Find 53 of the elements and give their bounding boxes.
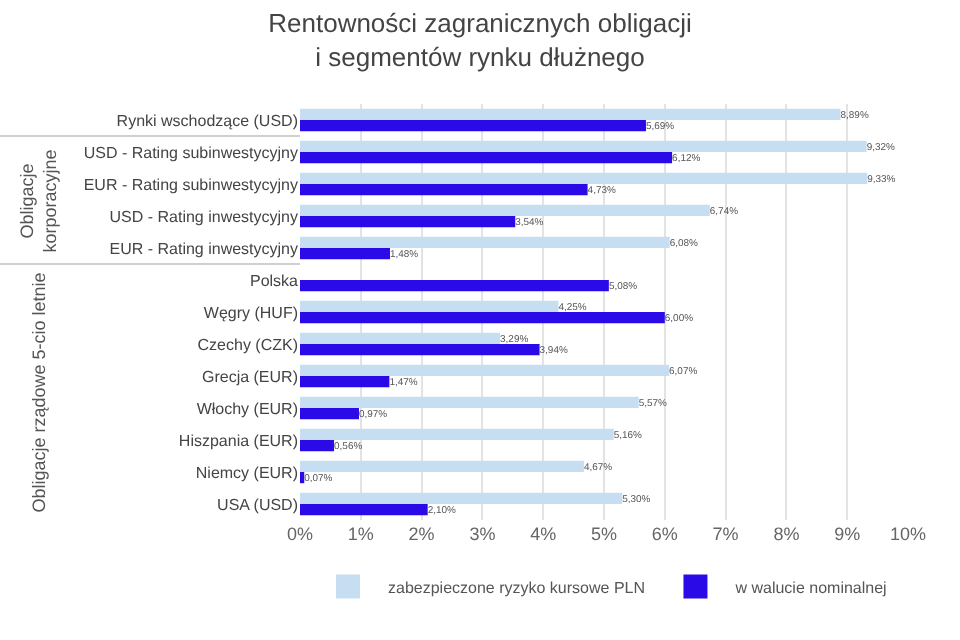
bar xyxy=(300,344,540,356)
legend-label: w walucie nominalnej xyxy=(733,578,888,597)
y-tick-label: EUR - Rating inwestycyjny xyxy=(109,239,298,258)
bar xyxy=(300,152,673,164)
bar xyxy=(300,236,670,248)
bar xyxy=(300,140,867,152)
bar xyxy=(300,332,501,344)
bar xyxy=(300,120,646,132)
x-tick-label: 5% xyxy=(590,524,618,544)
bar xyxy=(300,184,588,196)
bar xyxy=(300,172,868,184)
bar xyxy=(300,364,670,376)
bar xyxy=(300,312,665,324)
x-tick-label: 6% xyxy=(651,524,678,544)
x-tick-label: 10% xyxy=(889,524,927,544)
y-tick-label: USD - Rating inwestycyjny xyxy=(109,207,298,226)
text: Obligacje korporacyjne xyxy=(16,149,60,253)
bar xyxy=(300,492,623,504)
y-tick-label: Węgry (HUF) xyxy=(203,303,299,322)
bar xyxy=(300,216,516,228)
bar xyxy=(300,440,335,452)
x-tick-label: 0% xyxy=(286,524,314,544)
x-tick-label: 1% xyxy=(347,524,374,544)
bar xyxy=(300,396,639,408)
y-tick-label: EUR - Rating subinwestycyjny xyxy=(83,175,298,194)
x-tick-label: 2% xyxy=(408,524,435,544)
bar xyxy=(300,376,390,388)
x-tick-label: 9% xyxy=(834,524,861,544)
bar xyxy=(300,280,609,292)
y-tick-label: Rynki wschodzące (USD) xyxy=(116,111,299,130)
x-tick-label: 8% xyxy=(773,524,800,544)
legend-label: zabezpieczone ryzyko kursowe PLN xyxy=(388,578,646,597)
x-tick-label: 3% xyxy=(469,524,496,544)
y-tick-label: Polska xyxy=(249,271,300,290)
x-tick-label: 4% xyxy=(530,524,557,544)
bar xyxy=(300,204,710,216)
bar xyxy=(300,408,359,420)
y-tick-label: Hiszpania (EUR) xyxy=(178,431,299,450)
y-tick-label: Czechy (CZK) xyxy=(197,335,299,354)
y-tick-label: Włochy (EUR) xyxy=(196,399,299,418)
bar xyxy=(300,108,841,120)
y-tick-label: Niemcy (EUR) xyxy=(195,463,299,482)
text: Obligacje rządowe 5-cio letnie xyxy=(28,272,49,513)
x-tick-label: 7% xyxy=(712,524,739,544)
chart-title: Rentowności zagranicznych obligacji i segmentów rynku dłużnego xyxy=(268,8,692,72)
bar xyxy=(300,460,584,472)
bar xyxy=(300,504,428,516)
y-tick-label: USD - Rating subinwestycyjny xyxy=(83,143,298,162)
bar xyxy=(300,428,614,440)
bar xyxy=(300,300,559,312)
y-tick-label: Grecja (EUR) xyxy=(201,367,299,386)
bar xyxy=(300,248,390,260)
y-tick-label: USA (USD) xyxy=(217,495,299,514)
